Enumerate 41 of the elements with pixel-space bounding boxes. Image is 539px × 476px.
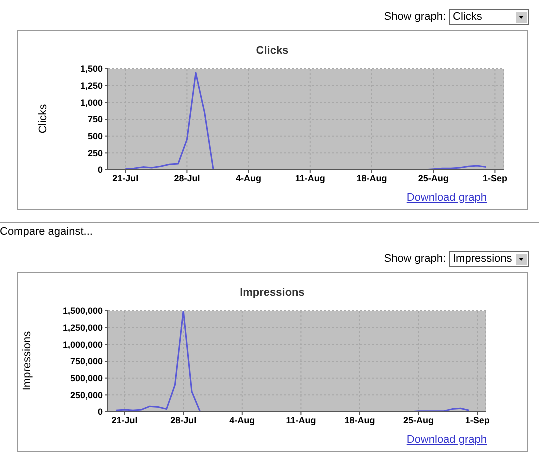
x-tick-label: 21-Jul <box>112 173 139 184</box>
y-tick-label: 1,000,000 <box>62 340 103 350</box>
x-tick-label: 4-Aug <box>236 173 262 184</box>
x-tick-label: 1-Sep <box>465 415 490 426</box>
y-tick-label: 250 <box>88 148 103 158</box>
x-tick-label: 18-Aug <box>356 173 388 184</box>
x-tick-label: 4-Aug <box>230 415 256 426</box>
chart-title: Clicks <box>255 45 290 57</box>
text: Show graph: <box>384 253 446 265</box>
x-tick-label: 25-Aug <box>404 415 434 426</box>
graph-select: Clicks <box>449 9 529 25</box>
y-tick-label: 500 <box>88 132 103 142</box>
y-tick-label: 750 <box>88 114 103 125</box>
y-tick-label: 0 <box>98 407 103 418</box>
y-tick-label: 0 <box>98 165 103 176</box>
y-tick-label: 1,250,000 <box>62 323 103 334</box>
y-axis-title: Clicks <box>453 11 482 23</box>
x-tick-label: 1-Sep <box>482 173 508 184</box>
x-tick-label: 28-Jul <box>174 173 200 184</box>
y-tick-label: 250,000 <box>70 390 103 400</box>
x-tick-label: 21-Jul <box>112 415 138 426</box>
text: Compare against... <box>0 222 539 238</box>
x-tick-label: 25-Aug <box>418 173 449 184</box>
text: Download graph <box>406 434 487 446</box>
graph-select: Impressions <box>449 251 529 267</box>
chart-title: Impressions <box>239 287 306 299</box>
text: Clicks <box>38 104 50 134</box>
y-tick-label: 1,500 <box>80 64 103 74</box>
y-tick-label: 1,500,000 <box>62 306 103 316</box>
x-tick-label: 11-Aug <box>286 415 316 426</box>
y-tick-label: 500,000 <box>70 374 103 384</box>
x-tick-label: 18-Aug <box>344 415 376 426</box>
y-tick-label: 750,000 <box>70 356 103 367</box>
y-axis-title: Impressions <box>453 253 512 265</box>
y-tick-label: 1,250 <box>80 81 103 92</box>
x-tick-label: 28-Jul <box>170 415 197 426</box>
text: Show graph: <box>384 11 446 23</box>
y-tick-label: 1,000 <box>80 98 103 108</box>
x-tick-label: 11-Aug <box>295 173 326 184</box>
text: Impressions <box>22 331 34 391</box>
text: Download graph <box>406 192 487 204</box>
